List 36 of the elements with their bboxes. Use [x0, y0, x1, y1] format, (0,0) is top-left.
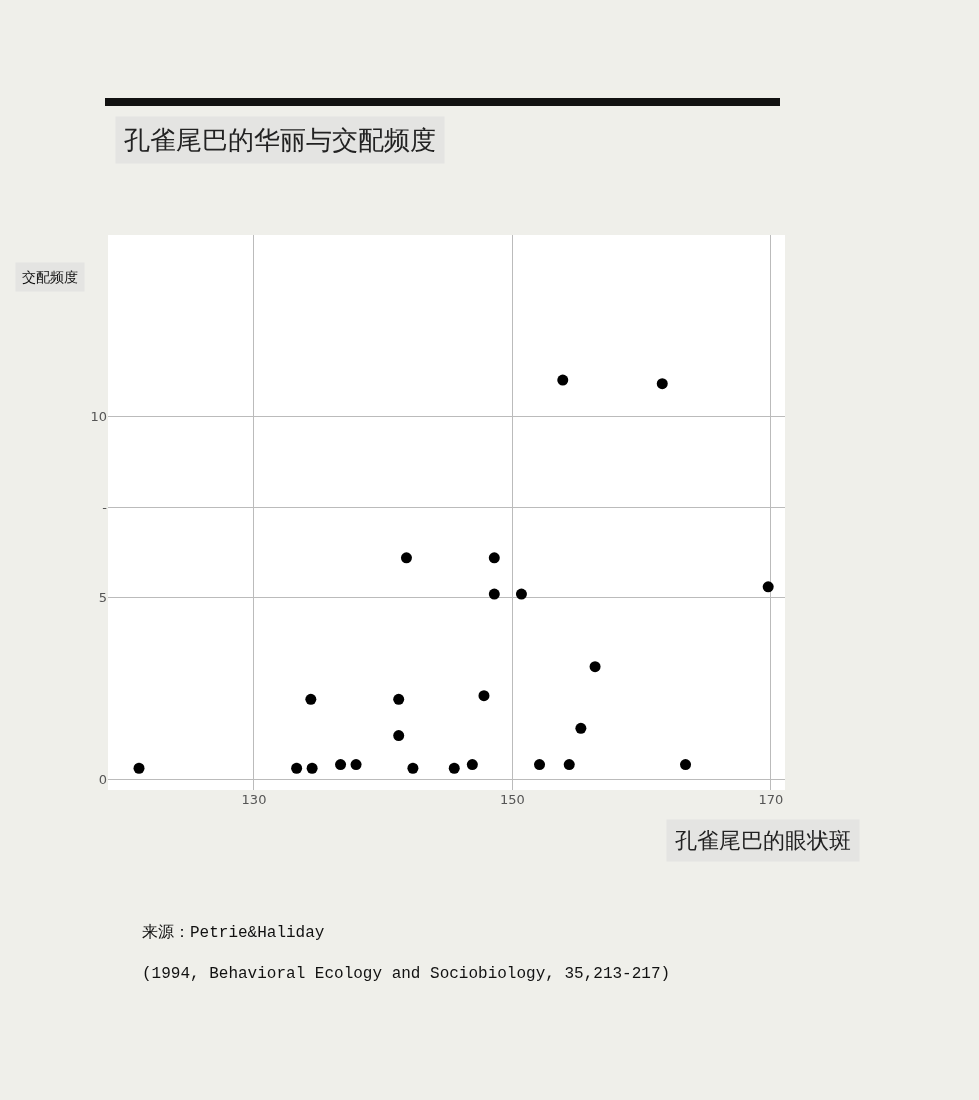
point: [448, 762, 460, 774]
chart-title: 孔雀尾巴的华丽与交配频度: [124, 125, 436, 155]
y-axis-title: 交配频度: [22, 269, 78, 285]
point: [656, 378, 668, 390]
point: [393, 730, 405, 742]
point: [335, 759, 347, 771]
x-tick-label: 170: [758, 792, 784, 807]
point: [680, 759, 692, 771]
x-tick-label: 130: [241, 792, 267, 807]
point: [407, 762, 419, 774]
point: [306, 762, 318, 774]
point: [488, 552, 500, 564]
point: [762, 581, 774, 593]
y-tick-label: -: [102, 499, 108, 515]
point: [515, 588, 527, 600]
point: [488, 588, 500, 600]
point: [400, 552, 412, 564]
source-note: 来源：Petrie&Haliday: [142, 923, 325, 942]
x-axis-title: 孔雀尾巴的眼状斑: [675, 828, 851, 853]
y-tick-label: 5: [98, 590, 107, 606]
point: [589, 661, 601, 673]
point: [291, 762, 303, 774]
point: [350, 759, 362, 771]
y-tick-label: 0: [98, 771, 107, 787]
point: [478, 690, 490, 702]
y-tick-label: 10: [90, 408, 107, 424]
point: [563, 759, 575, 771]
text: (1994, Behavioral Ecology and Sociobiology, 35,213-217): [142, 965, 671, 983]
point: [466, 759, 478, 771]
point: [393, 693, 405, 705]
point: [575, 722, 587, 734]
point: [557, 374, 569, 386]
point: [534, 759, 546, 771]
x-tick-label: 150: [499, 792, 525, 807]
point: [133, 762, 145, 774]
point: [305, 693, 317, 705]
